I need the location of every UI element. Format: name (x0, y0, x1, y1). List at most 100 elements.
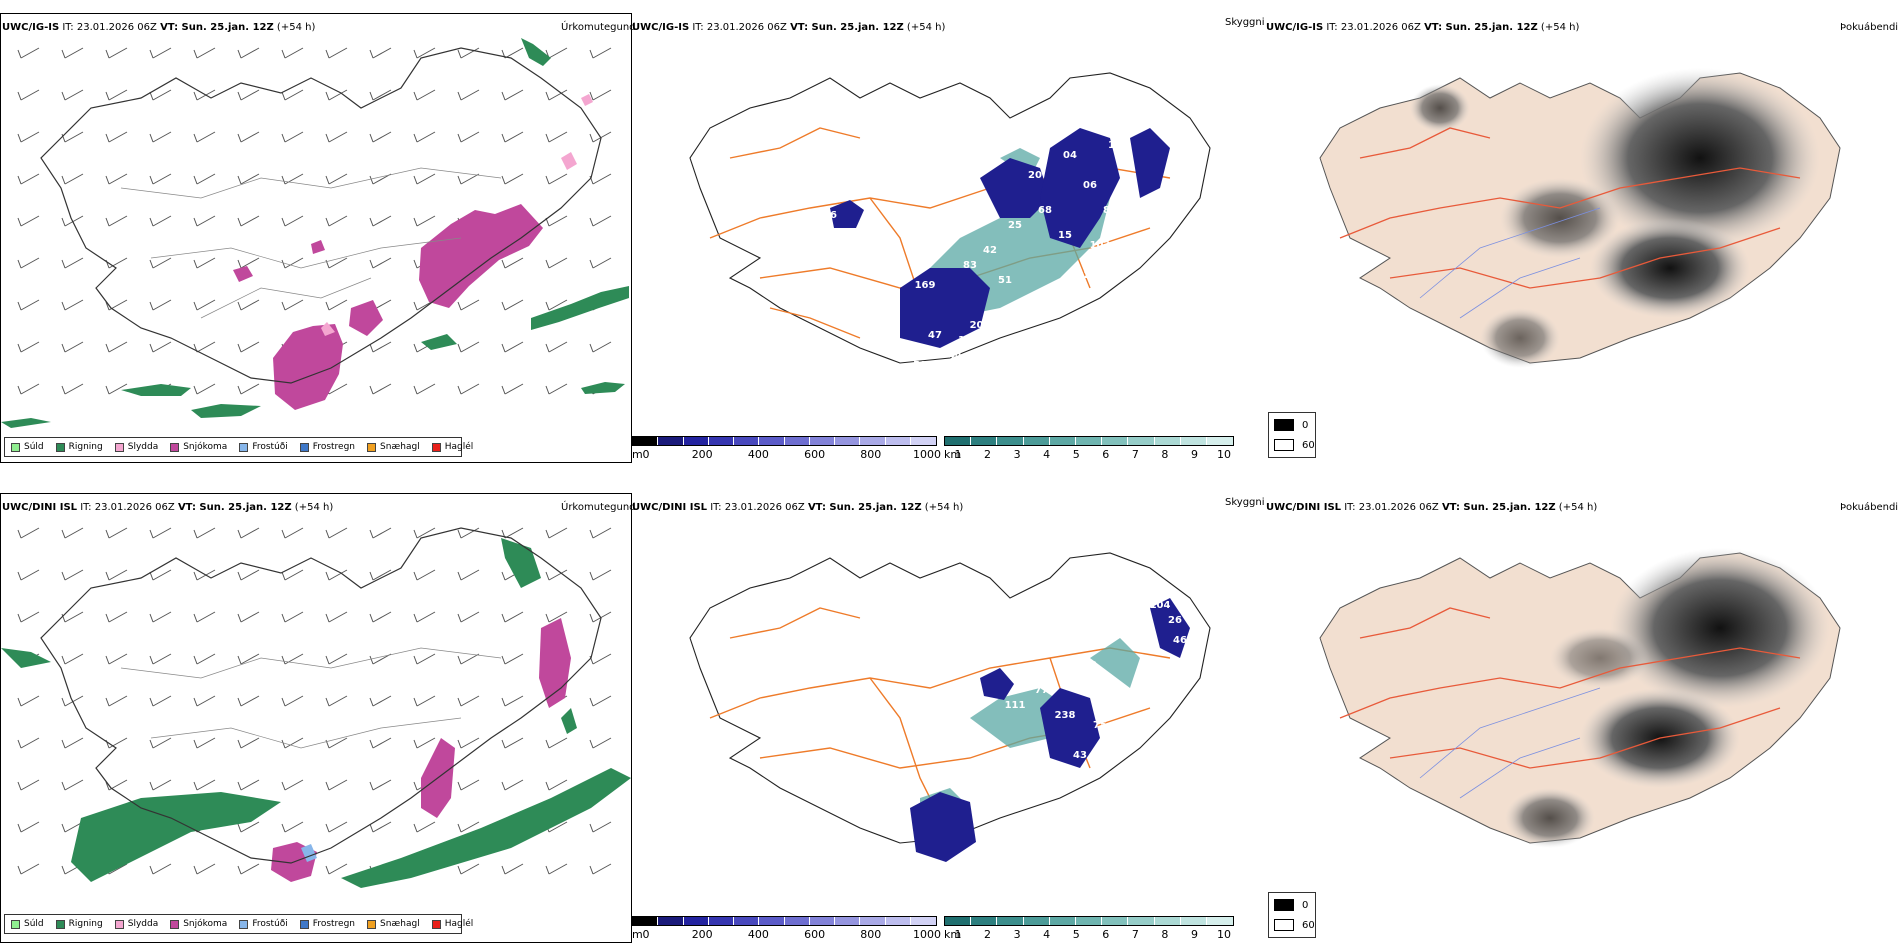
wind-barb (17, 527, 40, 539)
wind-barb (325, 653, 348, 665)
ceiling-value-label: 57 (1013, 310, 1027, 321)
wind-barb (281, 737, 304, 749)
wind-barb (237, 527, 260, 539)
legend-item: Snjókoma (170, 442, 227, 452)
wind-barb (369, 257, 392, 269)
fog-legend-row: 60 (1274, 439, 1315, 451)
model-name: UWC/IG-IS (1266, 22, 1324, 33)
colorbar-cell (860, 437, 886, 445)
fog-legend-label: 0 (1302, 419, 1309, 431)
precip-type-panel-row1 (0, 13, 632, 463)
colorbar-cell (1075, 437, 1103, 445)
fog-legend-swatch (1274, 899, 1294, 911)
wind-barb (545, 131, 568, 143)
visibility-title-row1: Skyggni (1225, 17, 1265, 28)
wind-barb (237, 131, 260, 143)
road-network (1339, 127, 1801, 289)
legend-swatch (11, 442, 20, 452)
legend-item: Slydda (114, 919, 158, 929)
legend-item: Súld (11, 442, 44, 452)
wind-barb (457, 737, 480, 749)
wind-barb (325, 863, 348, 875)
init-time: IT: 23.01.2026 06Z (1326, 22, 1421, 33)
wind-barb (501, 779, 524, 791)
legend-item: Rigning (55, 919, 103, 929)
wind-barb (149, 863, 172, 875)
wind-barb (501, 695, 524, 707)
wind-barb (457, 131, 480, 143)
low-ceiling-areas (830, 128, 1170, 348)
colorbar-cell (1102, 437, 1129, 445)
colorbar-tick: 1000 (913, 448, 941, 461)
valid-time: VT: Sun. 25.jan. 12Z (807, 502, 922, 513)
rain-areas (1, 38, 629, 428)
colorbar-cell (784, 917, 810, 925)
wind-barb (105, 569, 128, 581)
colorbar-cell (1075, 917, 1103, 925)
colorbar-cell (885, 917, 911, 925)
wind-barb (325, 737, 348, 749)
wind-barb (17, 779, 40, 791)
wind-barb (149, 737, 172, 749)
wind-barb (325, 47, 348, 59)
colorbar-cell (835, 437, 861, 445)
visibility-panel-title-row2: UWC/DINI ISL IT: 23.01.2026 06Z VT: Sun.… (632, 502, 963, 513)
fog-panel-title-row1: UWC/IG-IS IT: 23.01.2026 06Z VT: Sun. 25… (1266, 22, 1579, 33)
colorbar-tick: 1000 (913, 928, 941, 941)
colorbar-cell (683, 437, 709, 445)
legend-label: Rigning (68, 919, 103, 929)
fog-map-row2 (1319, 548, 1841, 848)
legend-label: Snæhagl (380, 919, 420, 929)
wind-barb (193, 89, 216, 101)
ceiling-value-label: 21 (1033, 290, 1047, 301)
lead-time: (+54 h) (1558, 502, 1598, 513)
legend-swatch (170, 919, 180, 929)
wind-barb (237, 737, 260, 749)
colorbar-cell (1206, 917, 1234, 925)
wind-barb (413, 653, 436, 665)
ceiling-value-label: 51 (998, 275, 1012, 286)
ceiling-value-label: 772 (1035, 685, 1056, 696)
wind-barb (61, 341, 84, 353)
ceiling-value-label: 68 (1038, 205, 1052, 216)
colorbar-cell (1154, 917, 1181, 925)
wind-barb (149, 131, 172, 143)
wind-barb (17, 821, 40, 833)
legend-swatch (431, 442, 441, 452)
model-name: UWC/DINI ISL (632, 502, 708, 513)
ceiling-value-label: 83 (938, 370, 952, 381)
wind-barb (325, 173, 348, 185)
ceiling-value-label: 84 (1103, 205, 1117, 216)
legend-label: Snæhagl (380, 442, 420, 452)
legend-label: Haglél (444, 919, 474, 929)
colorbar-cell (1049, 917, 1076, 925)
wind-barb (193, 779, 216, 791)
precip-type-legend-row2: Súld Rigning Slydda Snjókoma Frostúði Frostre… (4, 914, 473, 934)
wind-barb (149, 215, 172, 227)
wind-barb (193, 257, 216, 269)
low-ceiling-areas (910, 598, 1190, 862)
ceiling-value-label: 18 (1053, 285, 1067, 296)
wind-barb (545, 341, 568, 353)
ceiling-value-label: 47 (928, 330, 942, 341)
wind-barb (369, 383, 392, 395)
wind-barb (17, 341, 40, 353)
wind-barb (237, 47, 260, 59)
wind-barb (589, 257, 612, 269)
legend-label: Frostúði (252, 442, 288, 452)
legend-label: Rigning (68, 442, 103, 452)
fog-legend-row2: 0 60 (1268, 892, 1316, 938)
ceiling-value-label: 89 (823, 690, 837, 701)
wind-barb (61, 89, 84, 101)
colorbar-cell (997, 437, 1024, 445)
wind-barb (281, 299, 304, 311)
snow-areas (271, 618, 571, 882)
wind-barb (281, 821, 304, 833)
ceiling-value-label: 54 (1143, 200, 1157, 211)
fog-legend-label: 60 (1302, 919, 1315, 931)
wind-barb (61, 695, 84, 707)
wind-barb (61, 569, 84, 581)
colorbar-cell (1023, 917, 1050, 925)
legend-swatch (299, 442, 309, 452)
wind-barb (237, 695, 260, 707)
